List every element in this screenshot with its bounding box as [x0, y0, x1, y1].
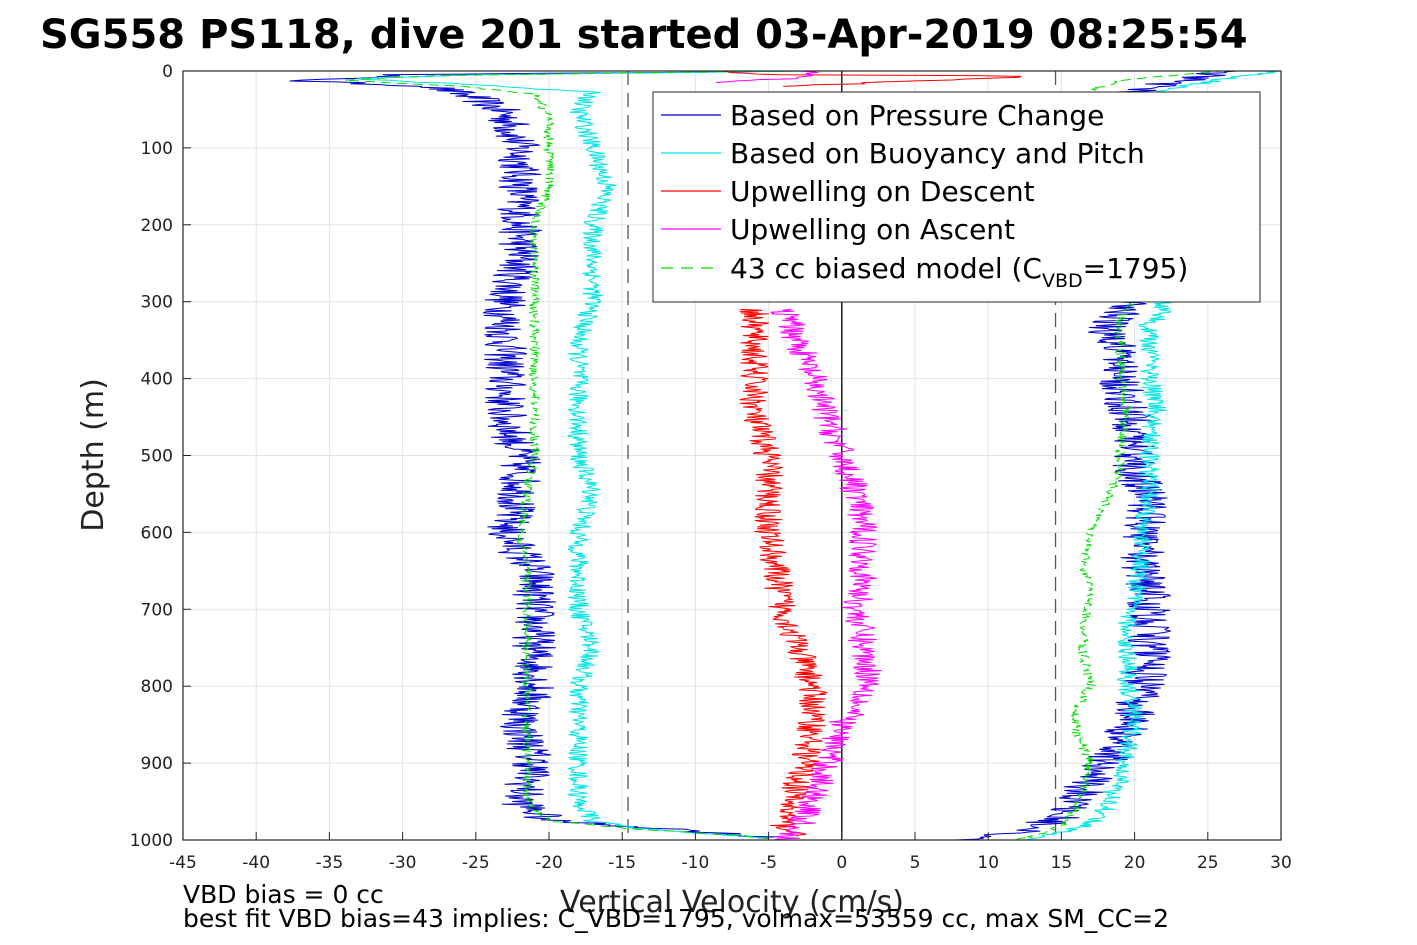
legend-label-upwelling-ascent: Upwelling on Ascent [730, 213, 1015, 246]
x-tick-label: -10 [682, 853, 710, 873]
x-tick-label: 0 [836, 853, 847, 873]
legend-label-biased-model-tail: =1795) [1083, 252, 1189, 285]
legend-label-pressure-change: Based on Pressure Change [730, 99, 1104, 132]
series-line-based-on-pressure-change [289, 71, 795, 839]
series-line-upwelling-on-descent [714, 71, 1022, 87]
series-line-based-on-buoyancy-and-pitch [1026, 299, 1172, 840]
x-tick-label: -35 [316, 853, 344, 873]
x-axis-ticks: -45 -40 -35 -30 -25 -20 -15 -10 -5 0 5 10 15 20 25 30 [169, 832, 1292, 873]
y-tick-label: 400 [141, 370, 173, 390]
x-tick-label: -15 [608, 853, 636, 873]
series-line-based-on-pressure-change [954, 299, 1172, 840]
y-tick-label: 800 [141, 677, 173, 697]
x-tick-label: -45 [169, 853, 197, 873]
legend-box [652, 91, 1261, 303]
y-axis-label: Depth (m) [76, 378, 111, 532]
legend-entry-pressure-change: Based on Pressure Change [661, 99, 1104, 132]
x-tick-label: 25 [1197, 853, 1219, 873]
x-tick-label: -40 [242, 853, 270, 873]
x-tick-label: -20 [535, 853, 563, 873]
legend-label-upwelling-descent: Upwelling on Descent [730, 175, 1035, 208]
series-line-43-cc-biased-model-c-vbd-1795 [343, 71, 771, 839]
annotation-best-fit: best fit VBD bias=43 implies: C_VBD=1795… [183, 904, 1169, 933]
y-axis-ticks: 0 100 200 300 400 500 600 700 800 900 1000 [130, 62, 191, 851]
legend-label-biased-model-main: 43 cc biased model (C [730, 252, 1042, 285]
y-tick-label: 900 [141, 754, 173, 774]
y-tick-label: 1000 [130, 831, 173, 851]
x-tick-label: 10 [977, 853, 999, 873]
series-line-based-on-buoyancy-and-pitch [1148, 71, 1281, 95]
series-line-upwelling-on-descent [739, 308, 828, 837]
legend-label-biased-model: 43 cc biased model (CVBD=1795) [730, 252, 1188, 292]
x-axis-label: Vertical Velocity (cm/s) [560, 885, 904, 920]
series-line-based-on-pressure-change [1107, 71, 1238, 95]
y-tick-label: 700 [141, 600, 173, 620]
series-line-upwelling-on-ascent [715, 71, 819, 83]
series-line-upwelling-on-ascent [770, 308, 883, 840]
series-line-based-on-buoyancy-and-pitch [357, 71, 817, 839]
x-tick-label: -30 [389, 853, 417, 873]
annotation-vbd-bias: VBD bias = 0 cc [183, 880, 384, 909]
x-tick-label: 15 [1051, 853, 1073, 873]
x-tick-label: 30 [1270, 853, 1292, 873]
x-tick-label: -25 [462, 853, 490, 873]
legend-entry-upwelling-ascent: Upwelling on Ascent [661, 213, 1015, 246]
series-group [289, 71, 1281, 840]
chart-title: SG558 PS118, dive 201 started 03-Apr-201… [40, 12, 1248, 58]
x-tick-label: -5 [760, 853, 777, 873]
x-tick-label: 5 [910, 853, 921, 873]
y-tick-label: 0 [162, 62, 173, 82]
series-line-43-cc-biased-model-c-vbd-1795 [1091, 71, 1223, 91]
y-tick-label: 300 [141, 293, 173, 313]
legend-entry-biased-model: 43 cc biased model (CVBD=1795) [661, 252, 1188, 292]
legend-entry-upwelling-descent: Upwelling on Descent [661, 175, 1035, 208]
y-tick-label: 200 [141, 216, 173, 236]
x-tick-label: 20 [1124, 853, 1146, 873]
y-tick-label: 500 [141, 447, 173, 467]
legend: Based on Pressure Change Based on Buoyan… [652, 91, 1261, 303]
series-line-43-cc-biased-model-c-vbd-1795 [1015, 299, 1138, 840]
y-tick-label: 100 [141, 139, 173, 159]
legend-entry-buoyancy-pitch: Based on Buoyancy and Pitch [661, 137, 1145, 170]
y-tick-label: 600 [141, 523, 173, 543]
legend-label-buoyancy-pitch: Based on Buoyancy and Pitch [730, 137, 1145, 170]
legend-label-biased-model-sub: VBD [1042, 270, 1083, 292]
